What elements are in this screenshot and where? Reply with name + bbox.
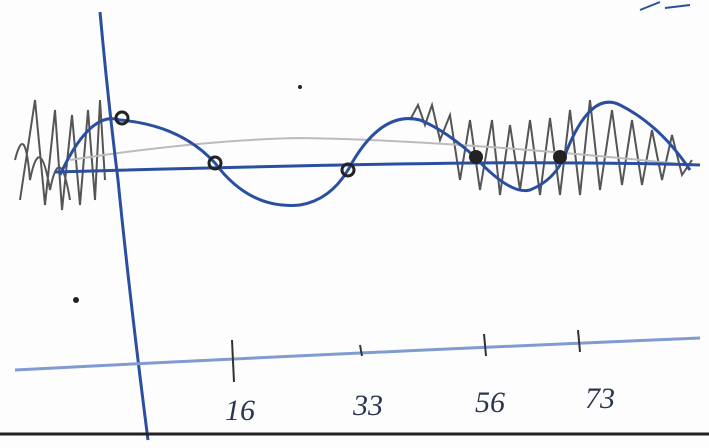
tick-label: 16 — [225, 394, 255, 427]
point — [469, 150, 483, 164]
dot — [298, 85, 302, 89]
tick-label: 73 — [585, 382, 615, 415]
dot — [73, 297, 79, 303]
tick-label: 33 — [352, 389, 383, 422]
sketch: 16 33 56 73 — [0, 0, 709, 448]
point — [553, 150, 567, 164]
tick-label: 56 — [475, 386, 505, 419]
page: 16 33 56 73 (() => { const data = JSON.p… — [0, 0, 709, 448]
